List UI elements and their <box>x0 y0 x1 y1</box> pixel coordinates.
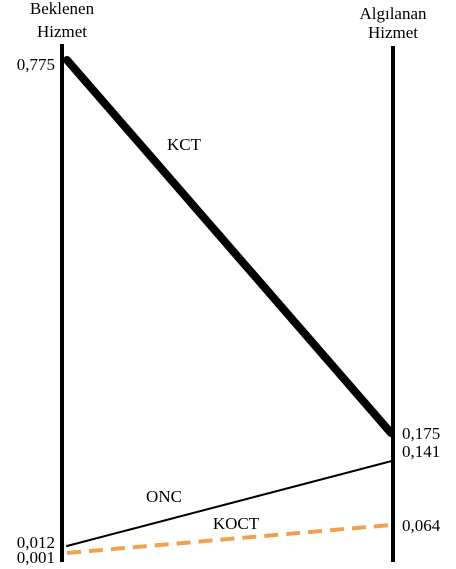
koct-left-value-label: 0,001 <box>17 548 55 567</box>
onc-right-value-label: 0,141 <box>402 442 440 461</box>
right-axis-title-line-1: Algılanan <box>359 4 427 23</box>
koct-series-label: KOCT <box>213 514 260 533</box>
koct-line <box>66 523 392 555</box>
kct-right-value-label: 0,175 <box>402 424 440 443</box>
onc-line <box>66 460 392 547</box>
kct-left-value-label: 0,775 <box>17 55 55 74</box>
onc-left-value-label: 0,012 <box>17 533 55 552</box>
kct-line <box>63 56 395 437</box>
onc-series-label: ONC <box>146 487 182 506</box>
left-axis-title-line-1: Beklenen <box>30 0 95 18</box>
kct-series-label: KCT <box>167 135 202 154</box>
left-axis-title-line-2: Hizmet <box>37 22 87 41</box>
right-axis-title-line-2: Hizmet <box>368 23 418 42</box>
koct-right-value-label: 0,064 <box>402 516 441 535</box>
